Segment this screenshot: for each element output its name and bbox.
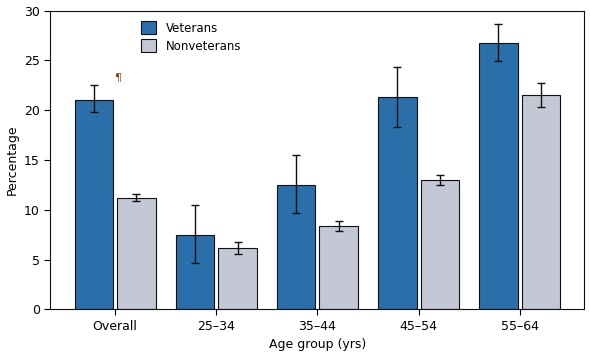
Text: ¶: ¶	[114, 73, 121, 83]
Bar	[218, 248, 257, 310]
Bar	[522, 95, 560, 310]
X-axis label: Age group (yrs): Age group (yrs)	[269, 338, 366, 351]
Bar	[479, 44, 517, 310]
Legend: Veterans, Nonveterans: Veterans, Nonveterans	[136, 16, 246, 57]
Bar	[117, 198, 156, 310]
Bar	[176, 235, 214, 310]
Bar	[421, 180, 459, 310]
Bar	[319, 226, 358, 310]
Bar	[378, 97, 417, 310]
Bar	[277, 185, 316, 310]
Y-axis label: Percentage: Percentage	[5, 125, 18, 195]
Bar	[75, 100, 113, 310]
